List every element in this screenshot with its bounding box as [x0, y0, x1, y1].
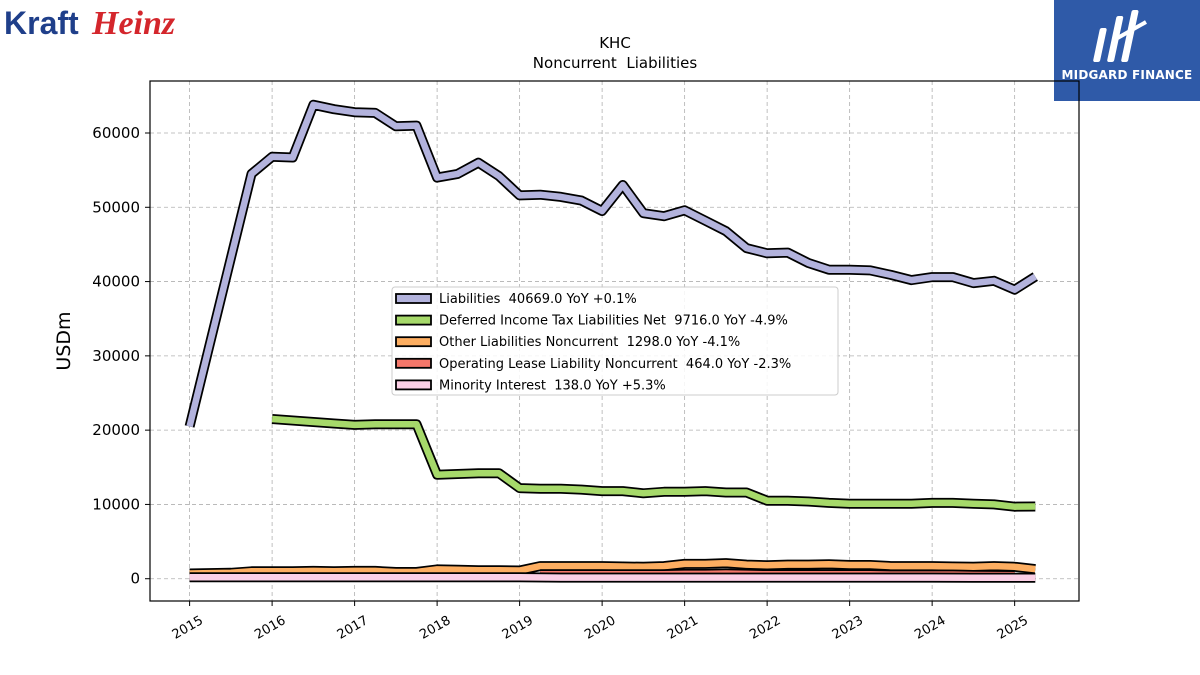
x-tick-label: 2021 — [665, 613, 701, 643]
series-deferred_tax — [271, 414, 1036, 512]
y-tick-label: 40000 — [92, 273, 140, 291]
chart-title: KHC — [599, 34, 631, 52]
x-tick-label: 2015 — [170, 613, 206, 643]
chart-subtitle: Noncurrent Liabilities — [533, 54, 698, 72]
kraft-logo-text: Kraft — [4, 5, 79, 41]
legend-entry: Other Liabilities Noncurrent 1298.0 YoY … — [439, 335, 740, 350]
legend-swatch — [395, 314, 432, 326]
y-tick-label: 30000 — [92, 347, 140, 365]
legend-entry: Deferred Income Tax Liabilities Net 9716… — [439, 314, 788, 329]
x-tick-label: 2023 — [830, 613, 866, 643]
heinz-logo-text: Heinz — [91, 5, 176, 42]
y-tick-label: 60000 — [92, 124, 140, 142]
legend-entry: Operating Lease Liability Noncurrent 464… — [439, 357, 791, 372]
series-liabilities — [184, 99, 1038, 428]
plot-frame — [149, 80, 1080, 602]
x-tick-label: 2019 — [500, 613, 536, 643]
legend: Liabilities 40669.0 YoY +0.1% Deferred In… — [391, 286, 839, 396]
legend-entry: Liabilities 40669.0 YoY +0.1% — [439, 292, 637, 307]
x-axis-ticks: 2015 2016 2017 2018 2019 2020 2021 2022 2023 2024… — [170, 601, 1031, 643]
legend-swatch — [395, 293, 432, 304]
legend-swatch — [395, 357, 432, 369]
series-other_liabilities — [189, 558, 1036, 579]
y-tick-label: 0 — [130, 570, 140, 588]
series-line — [186, 101, 1038, 428]
series-lines — [184, 99, 1038, 583]
series-minority_interest — [189, 572, 1036, 583]
x-tick-label: 2017 — [335, 613, 371, 643]
legend-box — [391, 286, 839, 396]
x-tick-label: 2020 — [582, 613, 618, 643]
x-tick-label: 2024 — [912, 613, 948, 643]
midgard-logo-label: MIDGARD FINANCE — [1061, 68, 1193, 82]
midgard-finance-logo: MIDGARD FINANCE — [1054, 0, 1200, 101]
x-tick-label: 2022 — [747, 613, 783, 643]
legend-entry: Minority Interest 138.0 YoY +5.3% — [439, 378, 666, 393]
series-line — [189, 559, 1036, 577]
series-line — [189, 573, 1036, 581]
legend-swatch — [395, 336, 432, 348]
x-tick-label: 2025 — [995, 613, 1031, 643]
series-line — [271, 415, 1036, 510]
y-axis-label: USDm — [53, 311, 75, 370]
kraft-heinz-logo: Kraft Heinz — [4, 5, 176, 42]
midgard-emblem-icon — [1093, 10, 1147, 62]
legend-swatch — [395, 379, 432, 391]
y-tick-label: 10000 — [92, 495, 140, 513]
y-axis-ticks: 0 10000 20000 30000 40000 50000 60000 — [92, 124, 150, 588]
x-tick-label: 2016 — [252, 613, 288, 643]
y-tick-label: 20000 — [92, 421, 140, 439]
y-tick-label: 50000 — [92, 198, 140, 216]
x-tick-label: 2018 — [417, 613, 453, 643]
